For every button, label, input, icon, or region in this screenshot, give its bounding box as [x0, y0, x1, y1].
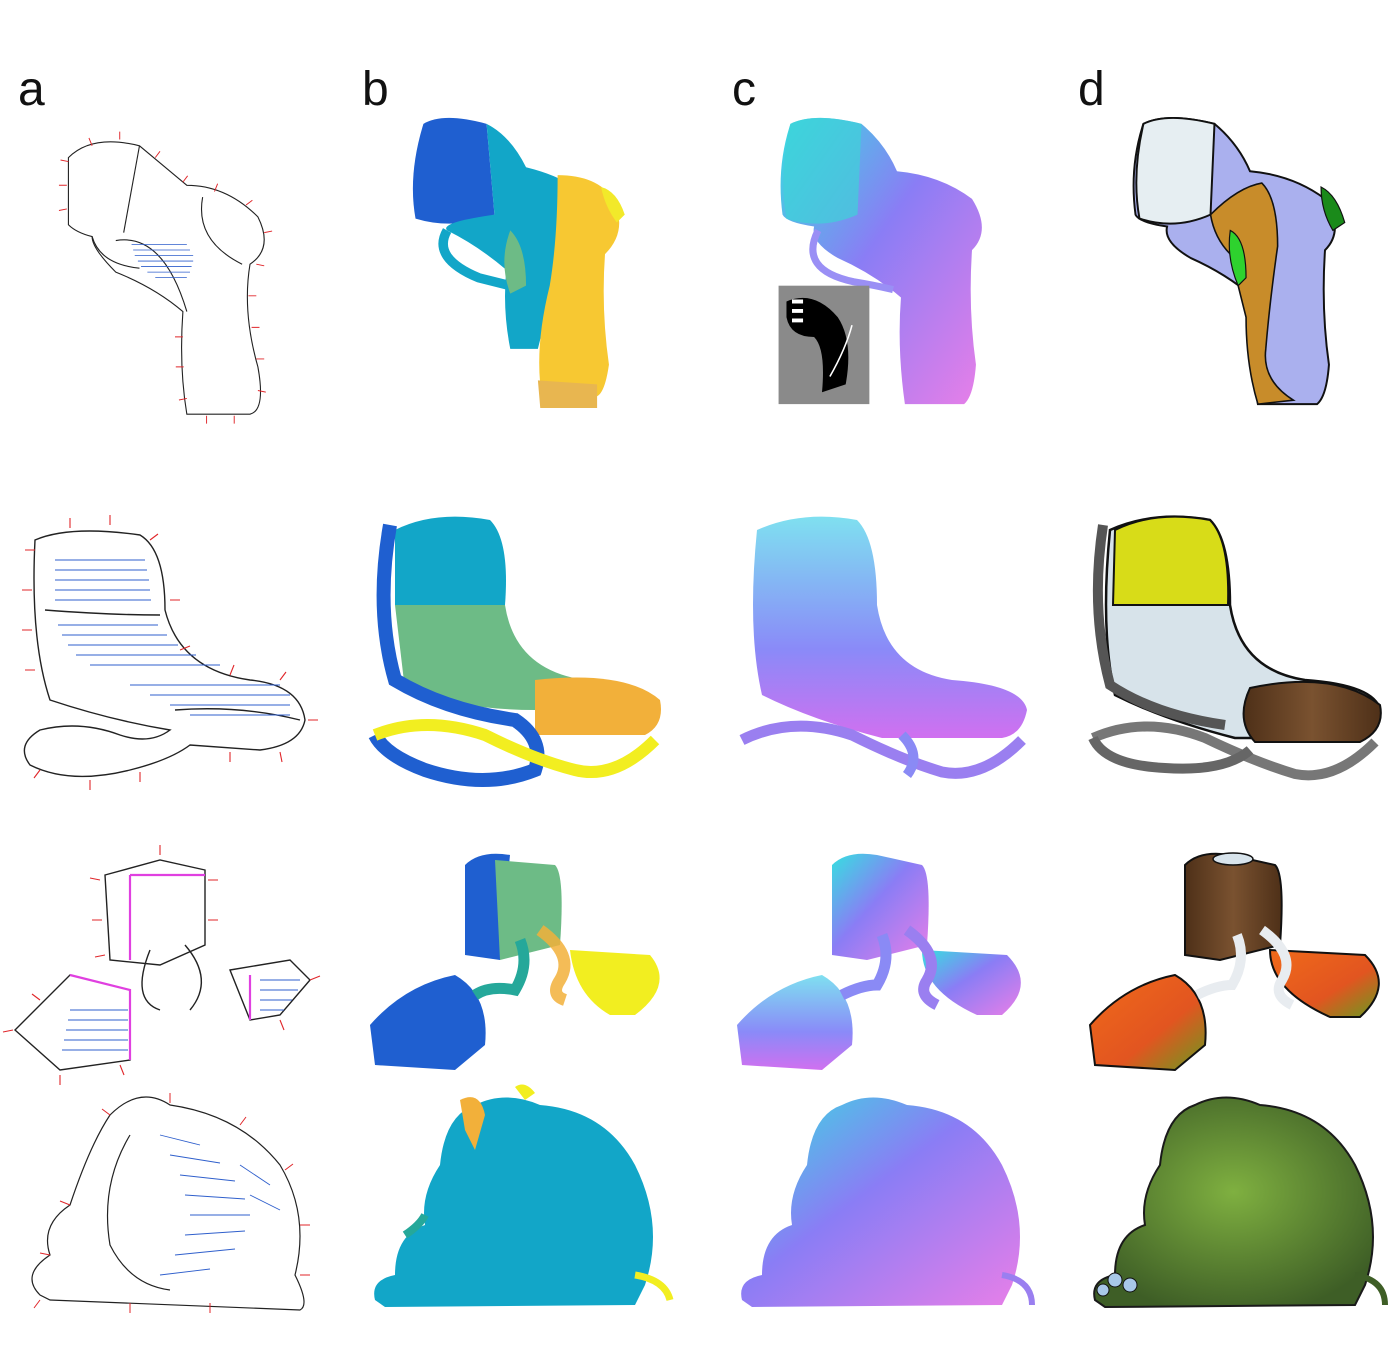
- panel-d-shoe-render: [1085, 112, 1400, 412]
- column-label-a: a: [18, 63, 45, 116]
- chair-render-graphic: [1088, 515, 1382, 781]
- panel-c-elephant-normals: [732, 1045, 1062, 1345]
- panel-c-shapes-normals: [732, 810, 1062, 1110]
- panel-a-shapes-sketch: [2, 815, 340, 1115]
- chair-segments-graphic: [368, 516, 661, 787]
- chair-sketch-graphic: [22, 515, 318, 790]
- shoe-render-graphic: [1132, 117, 1346, 406]
- panel-c-shoe-normals: [732, 112, 1062, 412]
- panel-d-chair-render: [1085, 505, 1400, 805]
- shoe-sketch-graphic: [58, 131, 273, 424]
- elephant-sketch-graphic: [31, 1093, 310, 1313]
- panel-a-elephant-sketch: [10, 1045, 340, 1345]
- column-label-d: d: [1078, 63, 1105, 116]
- panel-a-chair-sketch: [10, 510, 340, 810]
- column-label-b: b: [362, 63, 389, 116]
- shapes-normals-graphic: [737, 853, 1021, 1070]
- panel-a-shoe-sketch: [10, 130, 340, 430]
- shapes-render-graphic: [1088, 852, 1380, 1072]
- panel-b-shoe-segments: [365, 112, 695, 412]
- panel-c-chair-normals: [732, 505, 1062, 805]
- shoe-segments-graphic: [412, 117, 625, 409]
- panel-b-shapes-segments: [365, 810, 695, 1110]
- chair-normals-graphic: [739, 516, 1027, 779]
- shapes-segments-graphic: [370, 853, 660, 1070]
- elephant-normals-graphic: [741, 1097, 1035, 1307]
- panel-d-elephant-render: [1085, 1045, 1400, 1345]
- elephant-render-graphic: [1093, 1096, 1388, 1309]
- shapes-sketch-graphic: [2, 845, 321, 1085]
- panel-b-chair-segments: [365, 505, 695, 805]
- elephant-segments-graphic: [374, 1084, 674, 1307]
- shoe-normals-graphic: [778, 117, 982, 405]
- panel-b-elephant-segments: [365, 1045, 695, 1345]
- column-label-c: c: [732, 63, 756, 116]
- panel-d-shapes-render: [1085, 810, 1400, 1110]
